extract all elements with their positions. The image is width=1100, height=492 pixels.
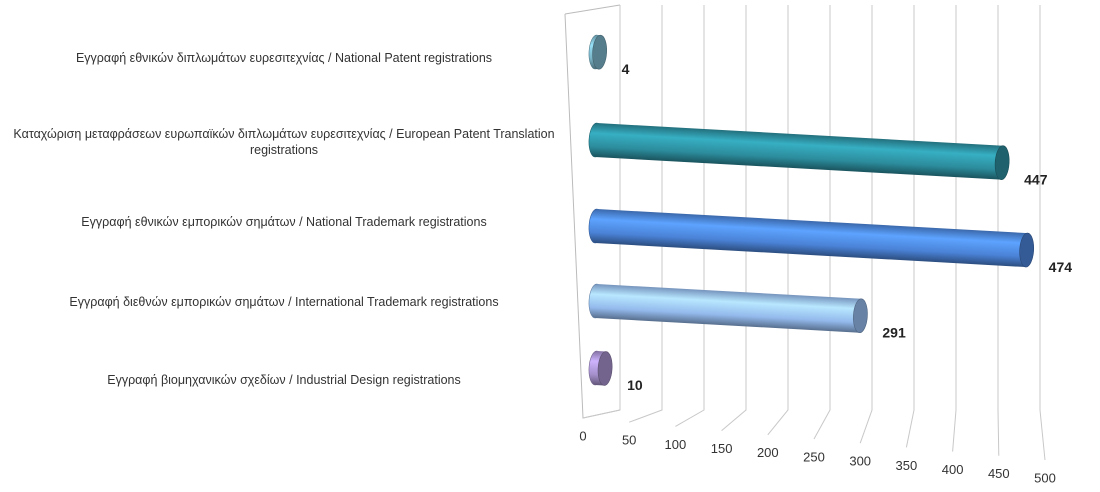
x-tick-label: 150: [711, 441, 733, 456]
x-tick-label: 350: [896, 458, 918, 473]
x-tick-label: 250: [803, 449, 825, 464]
x-tick-label: 200: [757, 445, 779, 460]
cylinder-end-cap: [597, 351, 613, 386]
bar: [595, 284, 862, 333]
x-tick-label: 300: [849, 454, 871, 469]
value-label: 4: [622, 61, 630, 77]
grid-line: [997, 5, 1000, 456]
cylinder: [588, 208, 1035, 268]
cylinder-end-cap: [1019, 232, 1035, 268]
value-label: 291: [882, 324, 906, 340]
x-tick-label: 400: [942, 462, 964, 477]
x-tick-label: 0: [579, 428, 586, 443]
cylinder-end-cap: [994, 145, 1010, 180]
grid-line: [1039, 5, 1046, 461]
grid-line: [952, 5, 957, 452]
value-label: 447: [1024, 171, 1048, 187]
x-tick-label: 450: [988, 466, 1010, 481]
cylinder-end-cap: [853, 298, 868, 334]
category-label: Εγγραφή βιομηχανικών σχεδίων / Industria…: [107, 373, 461, 387]
grid-line: [905, 5, 915, 448]
category-label: Καταχώριση μεταφράσεων ευρωπαϊκών διπλωμ…: [13, 127, 555, 157]
x-tick-label: 500: [1034, 470, 1056, 485]
cylinder: [588, 283, 868, 334]
cylinder: [588, 34, 607, 70]
cylinder: [588, 350, 613, 386]
x-tick-label: 50: [622, 433, 636, 448]
category-label: Εγγραφή εθνικών διπλωμάτων ευρεσιτεχνίας…: [75, 51, 493, 65]
value-label: 474: [1049, 259, 1073, 275]
x-tick-label: 100: [665, 437, 687, 452]
cylinder-end-cap: [592, 34, 607, 70]
bar: [595, 209, 1028, 268]
category-label: Εγγραφή εθνικών εμπορικών σημάτων / Nati…: [81, 215, 487, 229]
cylinder: [588, 122, 1010, 180]
category-label: Εγγραφή διεθνών εμπορικών σημάτων / Inte…: [69, 295, 499, 309]
value-label: 10: [627, 377, 643, 393]
bar: [595, 123, 1004, 180]
